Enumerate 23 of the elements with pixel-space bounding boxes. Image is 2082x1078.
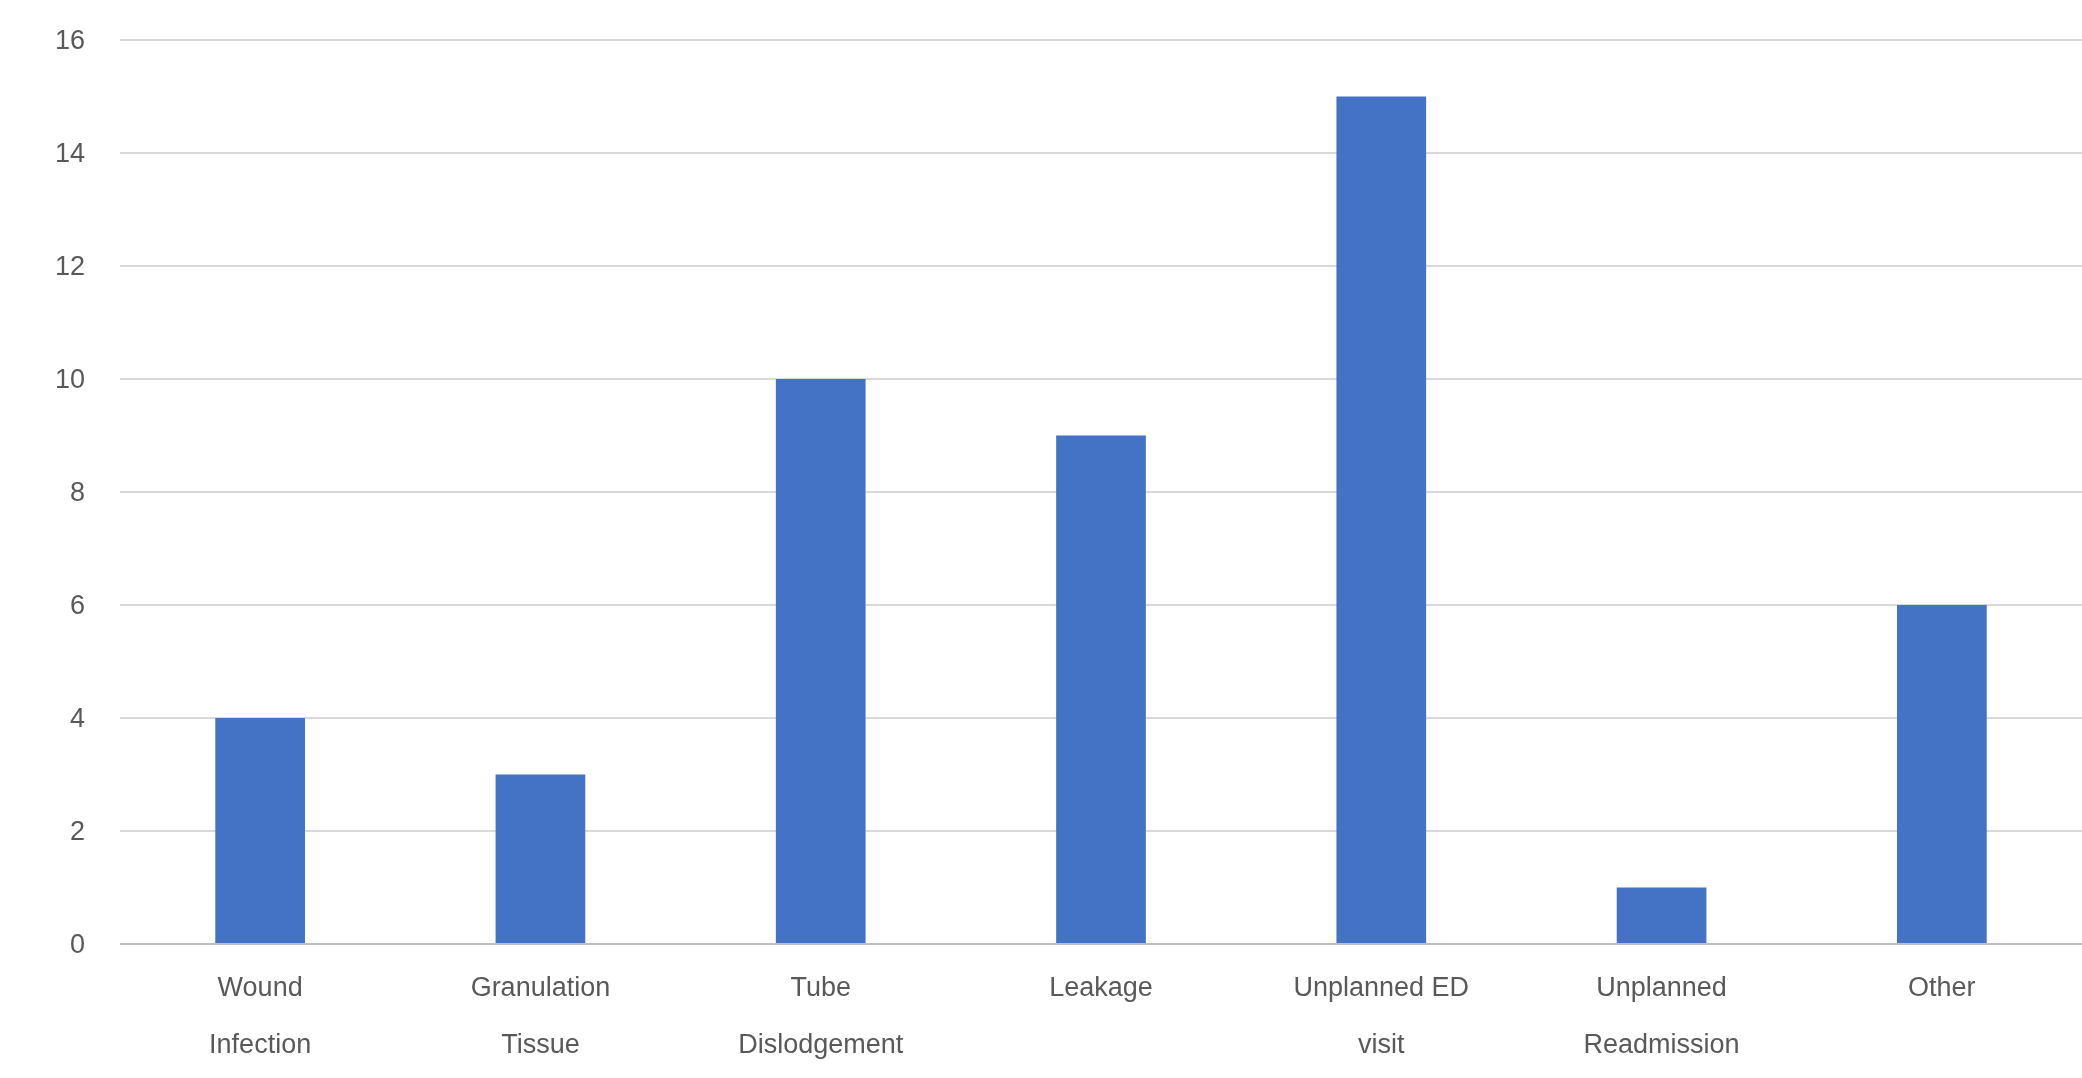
- y-tick-label: 8: [69, 477, 85, 508]
- x-tick-label: Unplanned Readmission: [1583, 972, 1740, 1059]
- y-tick-label: 4: [69, 703, 85, 734]
- x-tick-label: Leakage: [1049, 972, 1153, 1002]
- y-tick-label: 12: [54, 251, 85, 282]
- bar: [1897, 605, 1987, 944]
- y-tick-label: 14: [54, 138, 85, 169]
- y-tick-label: 10: [54, 364, 85, 395]
- y-tick-label: 6: [69, 590, 85, 621]
- y-tick-label: 16: [54, 25, 85, 56]
- bar: [1336, 96, 1427, 944]
- bar: [215, 718, 305, 944]
- x-tick-label: Other: [1908, 972, 1976, 1002]
- bar: [1616, 887, 1707, 944]
- y-tick-label: 2: [69, 816, 85, 847]
- x-tick-label: Unplanned ED visit: [1293, 972, 1470, 1059]
- bar: [495, 774, 586, 944]
- x-tick-label: Granulation Tissue: [470, 972, 611, 1059]
- x-tick-label: Tube Dislodgement: [738, 972, 904, 1059]
- bar: [1056, 435, 1146, 944]
- y-tick-label: 0: [69, 929, 85, 960]
- x-tick-label: Wound Infection: [209, 972, 312, 1059]
- bar: [775, 379, 866, 944]
